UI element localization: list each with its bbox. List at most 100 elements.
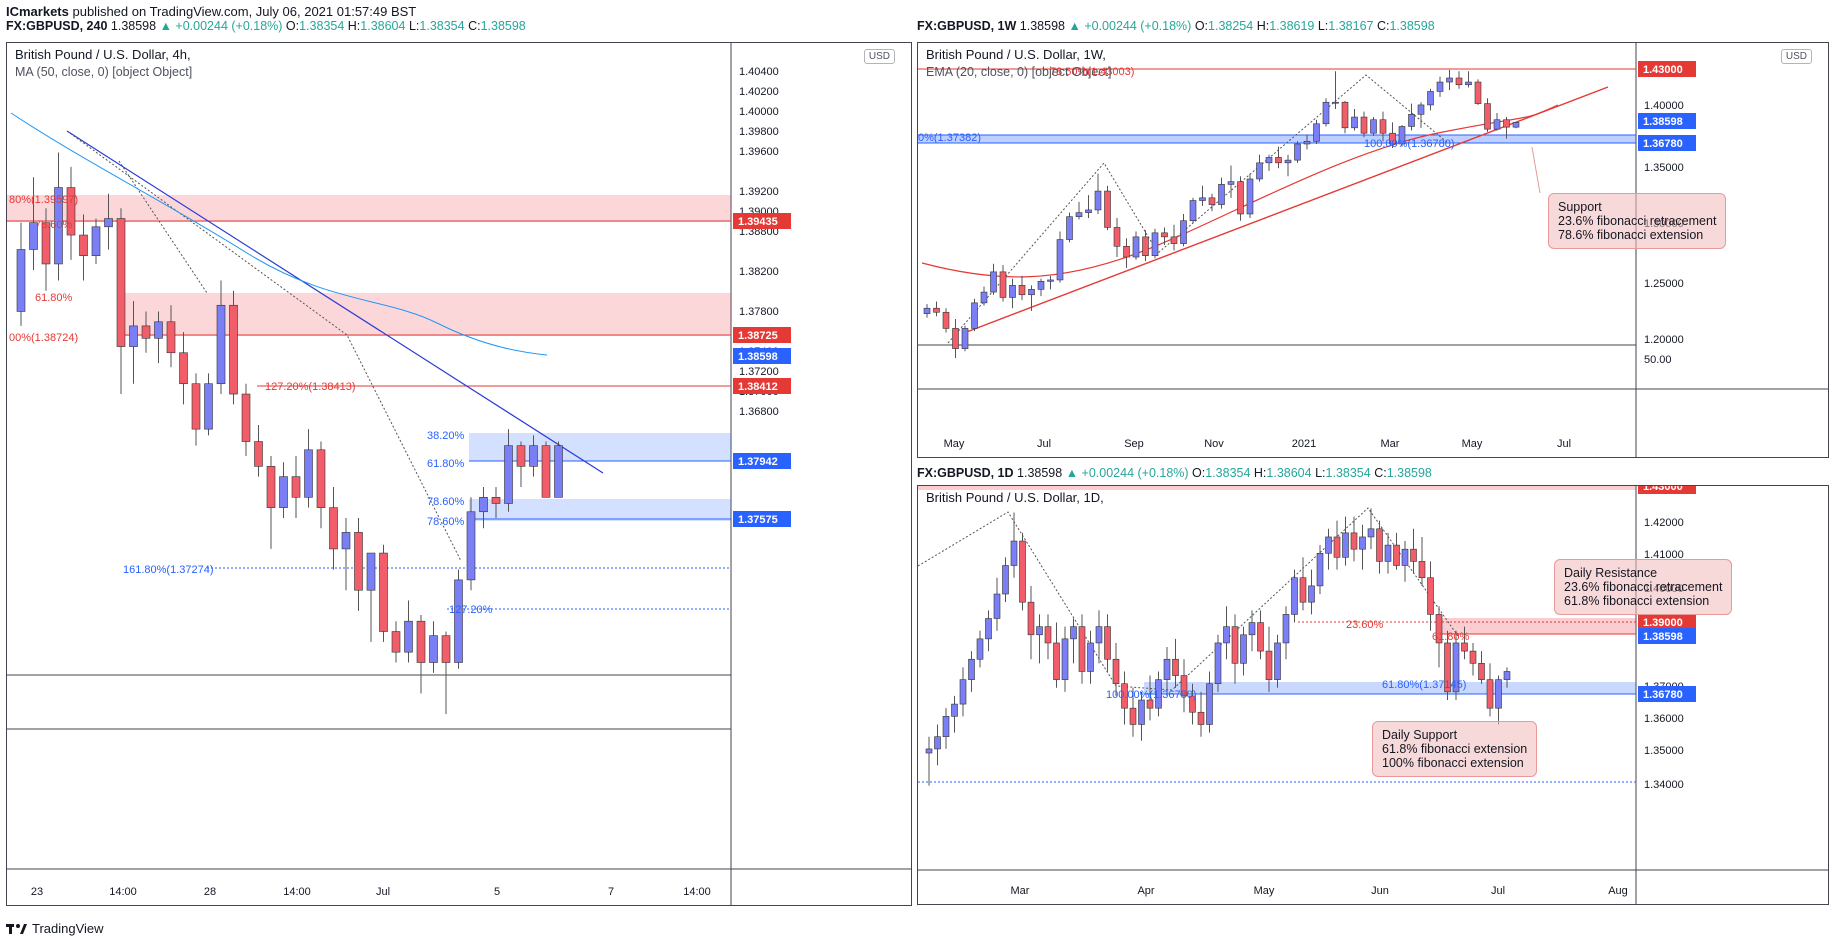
fib-label: 127.20% <box>449 604 493 616</box>
change-value: ▲ +0.00244 (+0.18%) <box>1065 466 1193 480</box>
high-value: 1.38604 <box>1266 466 1316 480</box>
tradingview-footer[interactable]: TradingView <box>6 921 104 936</box>
bear-candle <box>1379 119 1387 134</box>
fib-label: 78.60% <box>427 516 465 528</box>
bear-candle <box>1231 626 1239 664</box>
last-price: 1.38598 <box>1017 466 1066 480</box>
fib-zigzag <box>118 160 208 294</box>
symbol-line-1d: FX:GBPUSD, 1D 1.38598 ▲ +0.00244 (+0.18%… <box>917 466 1432 480</box>
change-value: ▲ +0.00244 (+0.18%) <box>1068 19 1195 33</box>
fib-label: 78.60%(1.43003) <box>1050 66 1134 78</box>
bear-candle <box>1469 650 1477 664</box>
bear-candle <box>379 552 388 632</box>
publisher-name[interactable]: ICmarkets <box>6 4 69 19</box>
price-tag-label: 1.37575 <box>738 514 778 526</box>
bear-candle <box>999 271 1007 298</box>
bear-candle <box>1208 197 1216 205</box>
price-tag-label: 1.36780 <box>1643 138 1683 150</box>
price-axis-label: 1.25000 <box>1644 278 1684 290</box>
support-zone <box>918 135 1636 143</box>
bull-candle <box>404 620 413 653</box>
chart-1d[interactable]: 1.430001.420001.410001.400001.360001.350… <box>918 486 1828 904</box>
low-value: 1.38354 <box>1325 466 1375 480</box>
fib-label: 61.80%(1.37145) <box>1382 679 1466 691</box>
bull-candle <box>554 445 563 498</box>
bull-candle <box>1214 642 1222 685</box>
bear-candle <box>291 476 301 498</box>
price-tag-label: 1.39435 <box>738 216 778 228</box>
bull-candle <box>1070 626 1077 640</box>
bull-candle <box>1155 679 1162 709</box>
bull-candle <box>1151 232 1159 257</box>
publish-info: published on TradingView.com, July 06, 2… <box>68 4 417 19</box>
bull-candle <box>454 579 463 663</box>
close-value: 1.38598 <box>480 19 526 33</box>
bear-candle <box>354 532 363 591</box>
bull-candle <box>1367 528 1375 538</box>
chart-panel-1d[interactable]: 1.430001.420001.410001.400001.360001.350… <box>917 485 1829 905</box>
open-label: O: <box>1194 19 1209 33</box>
bear-candle <box>66 187 76 236</box>
bear-candle <box>266 466 276 508</box>
open-value: 1.38254 <box>1208 19 1257 33</box>
indicator-label[interactable]: EMA (20, close, 0) [object Object] <box>926 65 1112 79</box>
bear-candle <box>254 441 263 467</box>
bull-candle <box>1199 197 1206 201</box>
bull-candle <box>1370 119 1377 134</box>
time-axis-label: Jul <box>1037 438 1051 450</box>
bull-candle <box>1028 289 1035 296</box>
low-label: L: <box>1317 19 1329 33</box>
bear-candle <box>1427 577 1434 615</box>
bull-candle <box>968 658 975 680</box>
currency-badge[interactable]: USD <box>863 49 895 64</box>
price-axis-label: 1.40000 <box>1644 100 1684 112</box>
bear-candle <box>1350 532 1358 550</box>
bull-candle <box>1294 143 1301 161</box>
bear-candle <box>1410 548 1417 562</box>
chart-panel-1w[interactable]: 1.400001.350001.300001.250001.2000050.00… <box>917 42 1829 458</box>
bear-candle <box>1027 601 1035 636</box>
bull-candle <box>976 638 984 660</box>
bull-candle <box>54 187 63 265</box>
bear-candle <box>952 328 959 349</box>
bull-candle <box>1180 220 1187 244</box>
bull-candle <box>1303 140 1311 145</box>
bull-candle <box>1095 626 1103 644</box>
currency-badge[interactable]: USD <box>1780 49 1812 64</box>
chart-1w[interactable]: 1.400001.350001.300001.250001.2000050.00… <box>918 43 1828 457</box>
bear-candle <box>1189 695 1196 713</box>
bull-candle <box>1274 642 1281 680</box>
bull-candle <box>923 307 931 314</box>
bull-candle <box>1246 178 1254 215</box>
bear-candle <box>1486 679 1494 709</box>
chart-panel-4h[interactable]: 1.40400 1.40200 1.40000 1.39800 1.39600 1.392… <box>6 42 912 906</box>
bull-candle <box>1512 122 1520 128</box>
bear-candle <box>1435 614 1443 644</box>
price-axis-label: 1.40000 <box>739 106 779 118</box>
bull-candle <box>129 325 138 347</box>
bear-candle <box>1104 626 1111 660</box>
bull-candle <box>959 679 967 705</box>
open-label: O: <box>285 19 300 33</box>
fib-label: 100.00%(1.36780) <box>1106 689 1197 701</box>
high-label: H: <box>1253 466 1267 480</box>
bear-candle <box>1341 101 1349 129</box>
bull-candle <box>341 532 351 550</box>
price-tag <box>733 348 791 364</box>
chart-4h[interactable]: 1.40400 1.40200 1.40000 1.39800 1.39600 1.392… <box>7 43 911 905</box>
bull-candle <box>29 222 38 250</box>
bull-candle <box>16 249 26 312</box>
price-axis-label: 1.37800 <box>739 306 779 318</box>
bull-candle <box>479 496 488 513</box>
indicator-label[interactable]: MA (50, close, 0) [object Object] <box>15 65 193 79</box>
bull-candle <box>1066 216 1073 240</box>
price-tag <box>1638 686 1696 702</box>
time-axis-label: 14:00 <box>683 886 711 898</box>
low-label: L: <box>1315 466 1326 480</box>
bull-candle <box>1037 280 1045 290</box>
time-axis-label: Sep <box>1124 438 1144 450</box>
bull-candle <box>204 383 213 430</box>
bull-candle <box>1351 116 1358 129</box>
bull-candle <box>1061 638 1069 680</box>
price-axis-label: 1.35000 <box>1644 162 1684 174</box>
